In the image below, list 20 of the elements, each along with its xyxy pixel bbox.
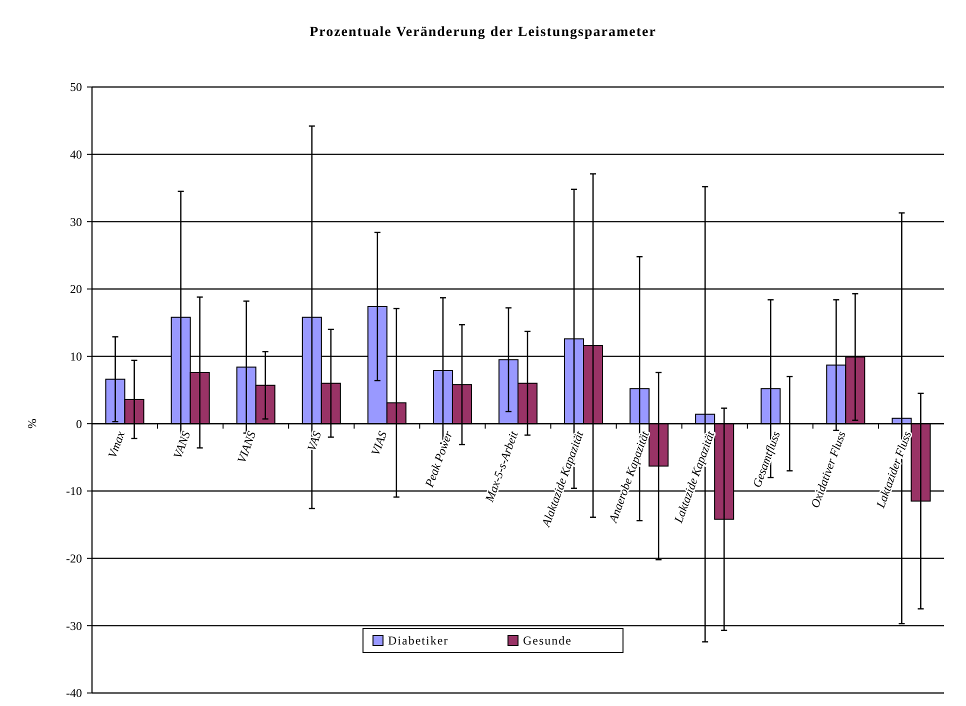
y-tick-label: 50 — [70, 80, 82, 94]
y-tick-label: -40 — [66, 686, 82, 700]
legend-label: Gesunde — [523, 634, 572, 648]
x-tick-label: Vmax — [105, 428, 128, 460]
y-tick-label: 20 — [70, 282, 82, 296]
y-tick-label: 40 — [70, 148, 82, 162]
y-tick-label: -30 — [66, 618, 82, 633]
y-tick-label: -20 — [66, 552, 82, 566]
y-tick-label: 10 — [70, 350, 82, 364]
y-tick-label: -10 — [66, 484, 82, 498]
y-axis-title: % — [25, 418, 39, 429]
y-tick-label: 0 — [76, 416, 82, 431]
x-tick-label: VAS — [304, 429, 324, 453]
x-tick-label: VIANS — [234, 429, 259, 465]
legend-label: Diabetiker — [388, 634, 449, 648]
x-tick-label: Peak Power — [422, 429, 456, 490]
x-tick-label: VANS — [170, 429, 194, 460]
x-tick-label: VIAS — [368, 429, 390, 458]
chart-title: Prozentuale Veränderung der Leistungsparameter — [310, 25, 656, 40]
y-tick-label: 30 — [70, 214, 82, 229]
